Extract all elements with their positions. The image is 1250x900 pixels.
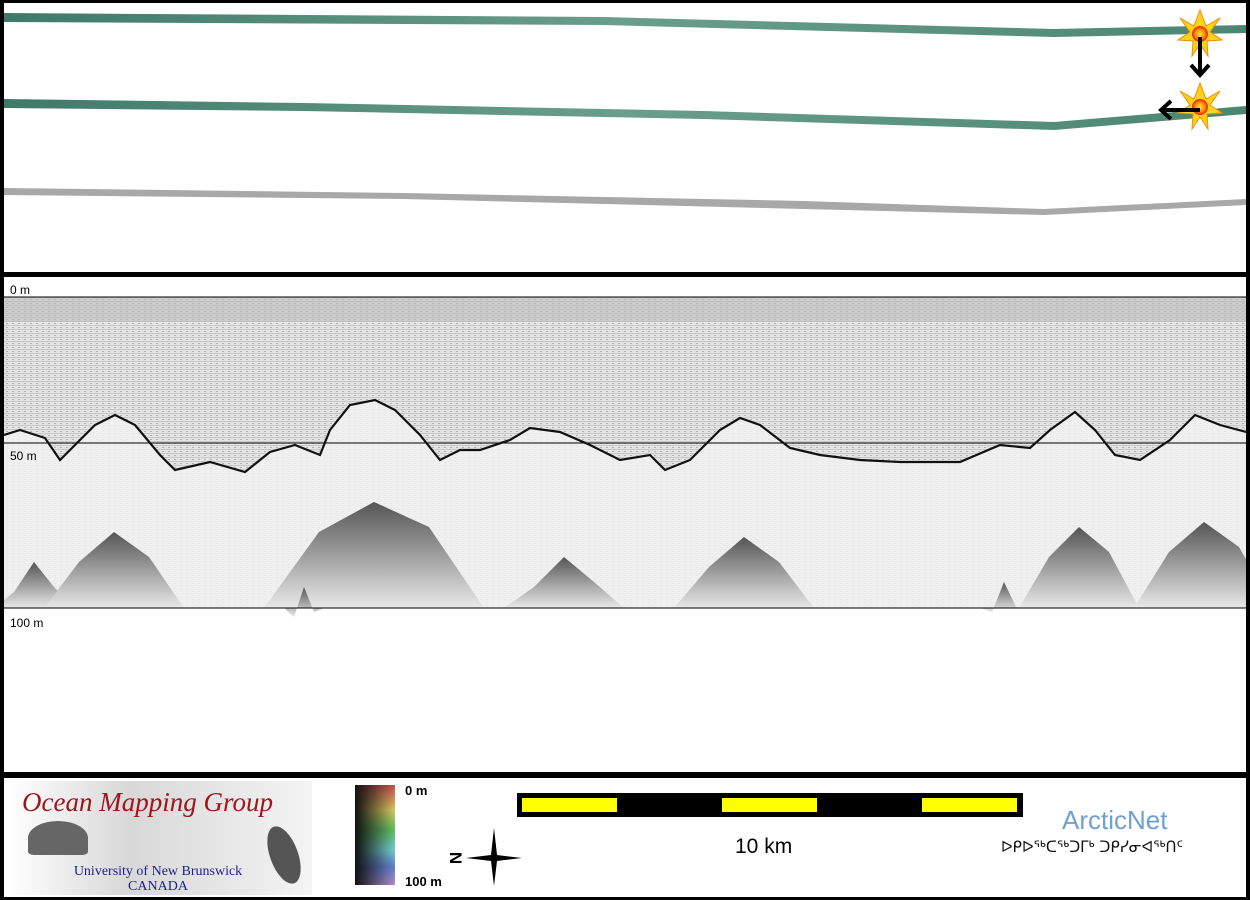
logo-university: University of New Brunswick (73, 864, 243, 879)
arrow-down-icon (1189, 37, 1211, 78)
multiple-echo (44, 532, 184, 608)
depth-label-50: 50 m (10, 449, 37, 463)
arcticnet-syllabics: ᐅᑭᐅᖅᑕᖅᑐᒥᒃ ᑐᑭᓯᓂᐊᖅᑎᑦ (1001, 838, 1183, 856)
sub-bottom-profile-panel: 0 m 50 m 100 m (4, 277, 1246, 772)
swath-lower (4, 99, 1246, 130)
multiple-echo (1019, 527, 1139, 608)
multiple-echo (504, 557, 624, 608)
multiple-echo (1134, 522, 1246, 608)
seafloor-trace (4, 398, 1246, 474)
seafloor-multiples (4, 502, 1246, 617)
multiple-echo (264, 502, 484, 608)
multiple-echo (674, 537, 814, 608)
swath-upper (4, 13, 1246, 37)
backscatter-strip (4, 188, 1246, 215)
track-panel (4, 3, 1246, 272)
sun-marker-end (1176, 81, 1224, 131)
ocean-mapping-group-logo: Ocean Mapping Group University of New Br… (8, 781, 312, 895)
legend-top-label: 0 m (405, 783, 428, 798)
depth-color-legend (355, 785, 395, 885)
footer-panel: Ocean Mapping Group University of New Br… (4, 778, 1246, 897)
compass-north-label: N (446, 851, 466, 865)
depth-label-0: 0 m (10, 283, 31, 297)
multiple-echo (980, 582, 1028, 612)
echogram (4, 296, 1246, 617)
seafloor-feature-image (28, 821, 88, 855)
scale-bar (517, 793, 1023, 817)
legend-bottom-label: 100 m (405, 874, 442, 889)
logo-title: Ocean Mapping Group (22, 787, 273, 817)
depth-label-100: 100 m (10, 616, 44, 630)
track-map (4, 8, 1246, 215)
arcticnet-logo: ArcticNet (1062, 805, 1168, 835)
arrow-left-icon (1158, 99, 1200, 121)
compass-icon (466, 828, 522, 886)
multiple-echo (284, 587, 324, 617)
logo-country: CANADA (128, 879, 188, 894)
scale-bar-label: 10 km (735, 835, 793, 858)
